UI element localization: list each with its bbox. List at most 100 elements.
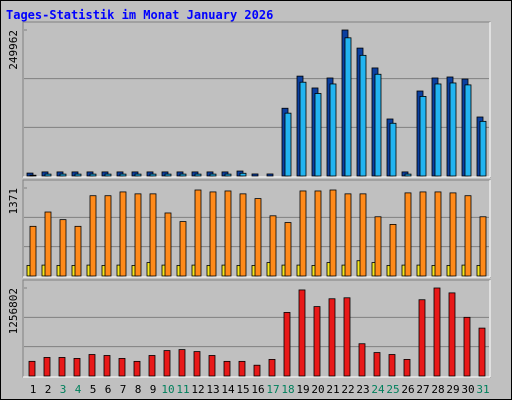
bar <box>448 292 456 377</box>
bar <box>134 193 142 277</box>
bar <box>239 193 247 277</box>
x-tick-label: 20 <box>311 383 324 396</box>
bar <box>88 354 96 377</box>
bar <box>73 358 81 377</box>
bar <box>104 173 112 177</box>
x-tick-label: 3 <box>60 383 67 396</box>
bar <box>359 54 367 177</box>
x-tick-label: 27 <box>416 383 429 396</box>
x-tick-label: 7 <box>120 383 127 396</box>
bar <box>29 174 37 177</box>
bar <box>239 172 247 177</box>
bar <box>28 360 36 377</box>
bar <box>134 173 142 177</box>
y-tick-label: 249962 <box>7 30 20 70</box>
bar <box>479 120 487 177</box>
x-tick-label: 19 <box>296 383 309 396</box>
bar <box>119 191 127 277</box>
x-tick-label: 17 <box>266 383 279 396</box>
x-tick-label: 4 <box>75 383 82 396</box>
bar <box>284 112 292 177</box>
x-tick-label: 21 <box>326 383 339 396</box>
bar <box>283 312 291 377</box>
bar <box>133 360 141 377</box>
x-tick-label: 8 <box>135 383 142 396</box>
x-tick-label: 31 <box>476 383 489 396</box>
x-tick-label: 9 <box>150 383 157 396</box>
bar <box>343 297 351 377</box>
bar <box>419 191 427 277</box>
bar <box>149 173 157 177</box>
bar <box>209 173 217 177</box>
bar <box>449 82 457 177</box>
bar <box>148 355 156 377</box>
bar <box>178 349 186 377</box>
bar <box>478 327 486 377</box>
bar <box>359 193 367 277</box>
bar <box>344 37 352 177</box>
bar <box>403 359 411 377</box>
bar <box>418 299 426 377</box>
bar <box>329 189 337 277</box>
bar <box>59 219 67 277</box>
bar <box>433 287 441 377</box>
bar <box>58 357 66 377</box>
bar <box>254 198 262 277</box>
bar <box>298 289 306 377</box>
bar <box>29 225 37 277</box>
bar <box>464 195 472 277</box>
chart-title: Tages-Statistik im Monat January 2026 <box>6 8 273 22</box>
x-tick-label: 15 <box>236 383 249 396</box>
y-tick-label: 1371 <box>7 188 20 215</box>
bar <box>328 298 336 377</box>
bar <box>224 173 232 177</box>
x-tick-label: 25 <box>386 383 399 396</box>
panel <box>22 279 491 378</box>
bar <box>193 351 201 377</box>
bar <box>329 83 337 177</box>
bar <box>164 212 172 277</box>
bar <box>479 216 487 277</box>
bar <box>434 191 442 277</box>
bar <box>59 173 67 177</box>
bar <box>358 343 366 377</box>
bar <box>179 173 187 177</box>
bar <box>104 195 112 277</box>
bar <box>251 173 259 177</box>
bar <box>224 190 232 277</box>
x-tick-label: 2 <box>45 383 52 396</box>
x-tick-label: 13 <box>206 383 219 396</box>
x-tick-label: 24 <box>371 383 385 396</box>
bar <box>266 173 274 177</box>
bar <box>449 192 457 277</box>
bar <box>253 364 261 377</box>
x-tick-label: 26 <box>401 383 414 396</box>
bar <box>43 357 51 377</box>
bar <box>208 355 216 377</box>
bar <box>223 360 231 377</box>
bar <box>164 173 172 177</box>
x-tick-label: 28 <box>431 383 444 396</box>
bar <box>404 173 412 177</box>
bar <box>74 173 82 177</box>
bar <box>284 222 292 277</box>
bar <box>194 173 202 177</box>
x-tick-label: 22 <box>341 383 354 396</box>
x-tick-label: 6 <box>105 383 112 396</box>
bar <box>149 193 157 277</box>
bar <box>464 84 472 177</box>
bar <box>209 191 217 277</box>
x-tick-label: 5 <box>90 383 97 396</box>
bar <box>44 173 52 177</box>
bar <box>463 316 471 377</box>
bar <box>89 173 97 177</box>
bar <box>194 189 202 277</box>
x-tick-label: 18 <box>281 383 294 396</box>
bar <box>44 211 52 277</box>
bar <box>374 216 382 277</box>
x-tick-label: 30 <box>461 383 474 396</box>
bar <box>389 224 397 277</box>
bar <box>269 215 277 277</box>
bar <box>163 350 171 377</box>
bar <box>238 360 246 377</box>
